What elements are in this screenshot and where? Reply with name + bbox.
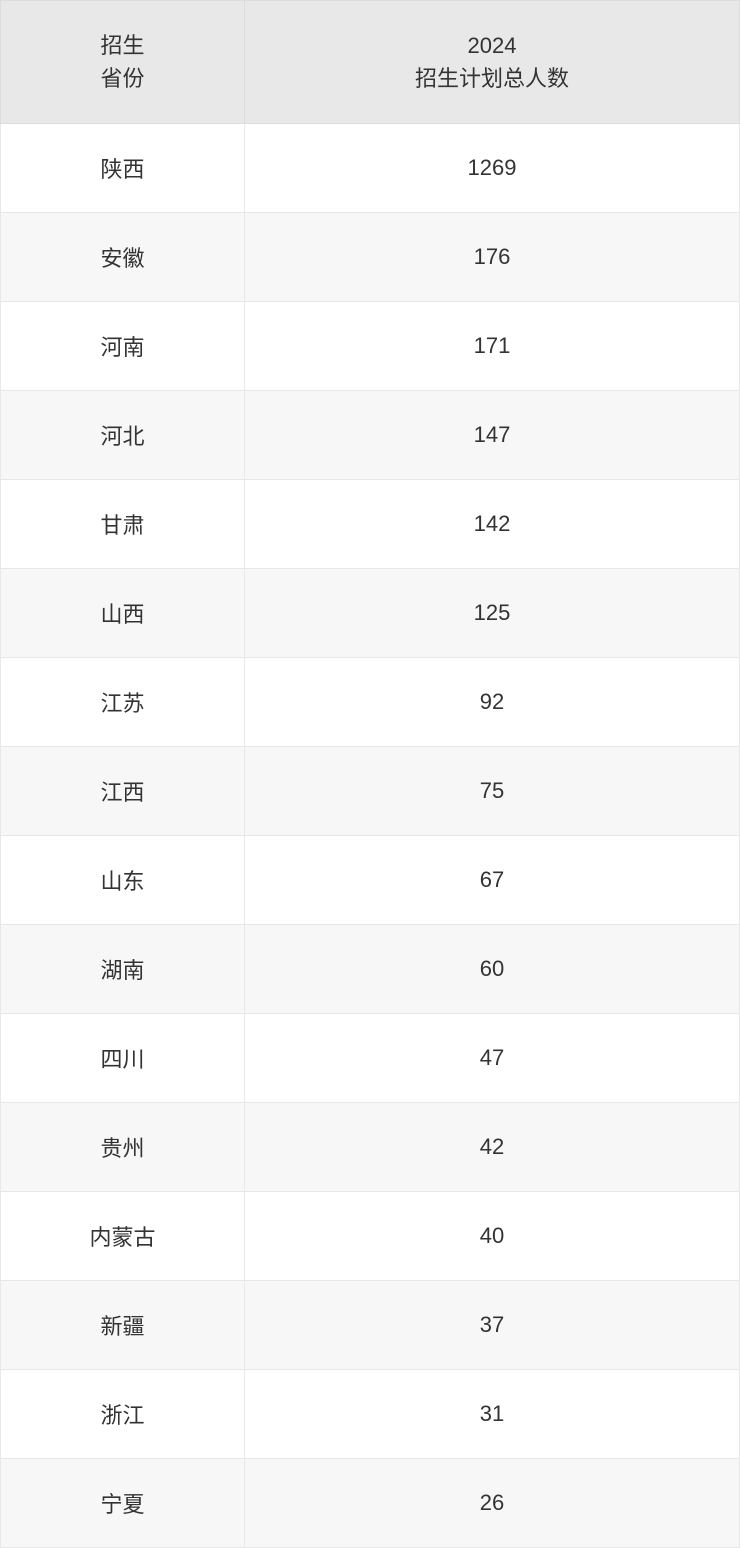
cell-count: 40 xyxy=(245,1192,740,1281)
cell-province: 贵州 xyxy=(1,1103,245,1192)
cell-count: 1269 xyxy=(245,124,740,213)
table-row: 甘肃142 xyxy=(1,480,740,569)
table-row: 四川47 xyxy=(1,1014,740,1103)
cell-count: 37 xyxy=(245,1281,740,1370)
cell-count: 125 xyxy=(245,569,740,658)
table-row: 内蒙古40 xyxy=(1,1192,740,1281)
cell-province: 安徽 xyxy=(1,213,245,302)
cell-count: 147 xyxy=(245,391,740,480)
cell-count: 171 xyxy=(245,302,740,391)
cell-province: 甘肃 xyxy=(1,480,245,569)
cell-count: 47 xyxy=(245,1014,740,1103)
cell-province: 陕西 xyxy=(1,124,245,213)
cell-province: 河北 xyxy=(1,391,245,480)
cell-province: 四川 xyxy=(1,1014,245,1103)
header-count-line2: 招生计划总人数 xyxy=(415,66,569,91)
cell-province: 浙江 xyxy=(1,1370,245,1459)
cell-count: 26 xyxy=(245,1459,740,1548)
enrollment-table: 招生 省份 2024 招生计划总人数 陕西1269安徽176河南171河北147… xyxy=(0,0,740,1548)
table-row: 浙江31 xyxy=(1,1370,740,1459)
cell-province: 江苏 xyxy=(1,658,245,747)
header-province-line1: 招生 xyxy=(100,33,144,58)
cell-province: 山东 xyxy=(1,836,245,925)
table-row: 河北147 xyxy=(1,391,740,480)
cell-count: 142 xyxy=(245,480,740,569)
table-row: 新疆37 xyxy=(1,1281,740,1370)
table-row: 陕西1269 xyxy=(1,124,740,213)
table-row: 江苏92 xyxy=(1,658,740,747)
cell-province: 江西 xyxy=(1,747,245,836)
table-row: 河南171 xyxy=(1,302,740,391)
cell-count: 92 xyxy=(245,658,740,747)
cell-province: 新疆 xyxy=(1,1281,245,1370)
cell-province: 内蒙古 xyxy=(1,1192,245,1281)
table-row: 湖南60 xyxy=(1,925,740,1014)
cell-province: 河南 xyxy=(1,302,245,391)
cell-count: 60 xyxy=(245,925,740,1014)
header-province-line2: 省份 xyxy=(100,66,144,91)
table-row: 宁夏26 xyxy=(1,1459,740,1548)
cell-count: 67 xyxy=(245,836,740,925)
table-header: 招生 省份 2024 招生计划总人数 xyxy=(1,1,740,124)
cell-count: 75 xyxy=(245,747,740,836)
table-row: 山东67 xyxy=(1,836,740,925)
table-row: 江西75 xyxy=(1,747,740,836)
cell-count: 31 xyxy=(245,1370,740,1459)
header-province: 招生 省份 xyxy=(1,1,245,124)
header-count-line1: 2024 xyxy=(468,33,517,58)
cell-count: 176 xyxy=(245,213,740,302)
table-row: 贵州42 xyxy=(1,1103,740,1192)
cell-province: 山西 xyxy=(1,569,245,658)
header-count: 2024 招生计划总人数 xyxy=(245,1,740,124)
cell-province: 宁夏 xyxy=(1,1459,245,1548)
table-body: 陕西1269安徽176河南171河北147甘肃142山西125江苏92江西75山… xyxy=(1,124,740,1548)
cell-province: 湖南 xyxy=(1,925,245,1014)
table-row: 安徽176 xyxy=(1,213,740,302)
header-row: 招生 省份 2024 招生计划总人数 xyxy=(1,1,740,124)
cell-count: 42 xyxy=(245,1103,740,1192)
table-row: 山西125 xyxy=(1,569,740,658)
